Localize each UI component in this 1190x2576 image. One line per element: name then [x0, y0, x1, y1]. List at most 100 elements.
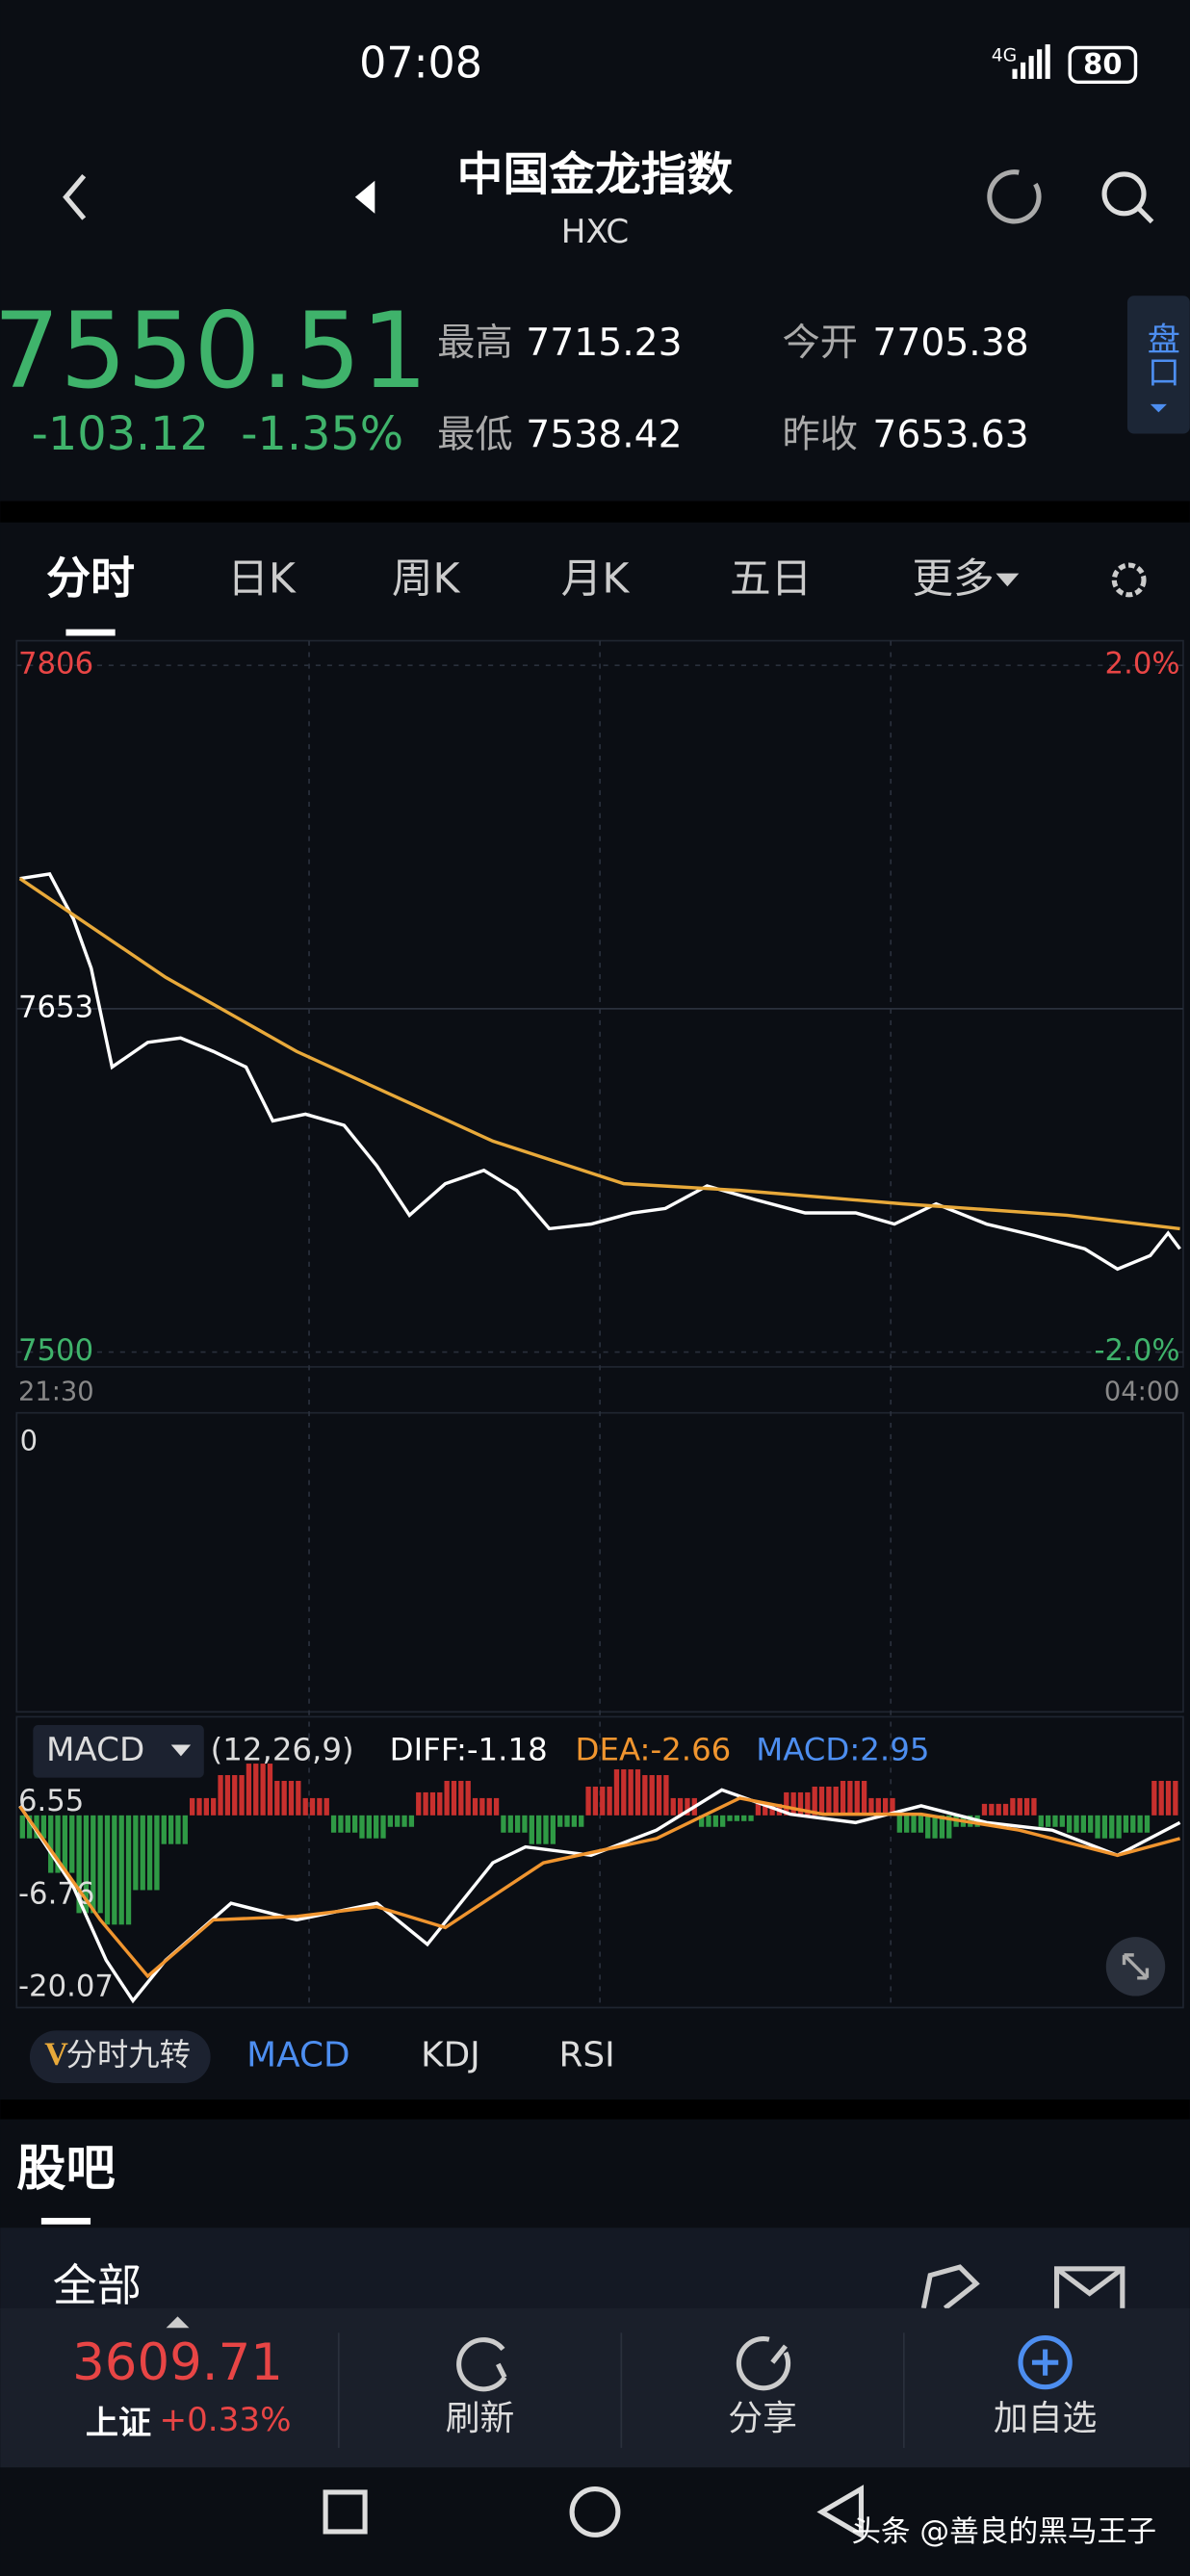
tab[interactable]: 月K [561, 555, 631, 604]
tab[interactable]: 日K [227, 555, 297, 604]
macd-bar [493, 1797, 500, 1816]
macd-bar [634, 1769, 641, 1816]
macd-tick-label: -20.07 [18, 1970, 114, 2004]
macd-bar [486, 1797, 492, 1816]
macd-bar [366, 1815, 372, 1839]
settings-button[interactable] [1111, 562, 1147, 598]
macd-bar [401, 1815, 407, 1827]
price: 7550.51 [0, 290, 427, 412]
macd-bar [628, 1769, 634, 1816]
back-button[interactable] [63, 173, 87, 220]
x-tick-label: 21:30 [18, 1378, 94, 1407]
macd-bar [175, 1815, 181, 1844]
macd-bar [1088, 1815, 1094, 1833]
compose-button[interactable] [920, 2264, 980, 2310]
macd-bar [1052, 1815, 1058, 1827]
macd-bar [727, 1815, 733, 1821]
macd-bar [1123, 1815, 1129, 1833]
action[interactable]: 刷新 [446, 2399, 515, 2438]
macd-bar [890, 1797, 895, 1816]
indicator-tab[interactable]: MACD [246, 2036, 349, 2075]
macd-tick-label: 6.55 [18, 1784, 84, 1818]
prev-button[interactable] [354, 180, 375, 214]
indicator-selector[interactable] [33, 1724, 204, 1778]
diff-label: DIFF:-1.18 [390, 1731, 548, 1767]
line-price [19, 872, 1181, 1272]
macd-bar [755, 1803, 762, 1816]
change: -103.12 [32, 408, 209, 461]
macd-bar [27, 1815, 33, 1839]
filter-bar [0, 2228, 1190, 2310]
macd-bar [564, 1815, 570, 1827]
search-button[interactable] [1101, 171, 1147, 217]
macd-bar [1095, 1815, 1100, 1839]
macd-bar [592, 1786, 599, 1816]
index-value: 3609.71 [72, 2333, 283, 2392]
macd-bar [748, 1815, 754, 1821]
nav-recent[interactable] [323, 2489, 368, 2535]
macd-bar [1038, 1815, 1044, 1827]
macd-bar [698, 1815, 705, 1827]
indicator-name: MACD [46, 1731, 144, 1769]
tab[interactable]: 更多 [912, 555, 994, 604]
indicator-tab[interactable]: RSI [558, 2036, 614, 2075]
message-flap [1055, 2266, 1125, 2297]
side-tab[interactable] [1126, 296, 1190, 434]
y2-tick-label: -2.0% [1094, 1333, 1179, 1368]
tab[interactable]: 周K [392, 555, 461, 604]
macd-bar [579, 1815, 584, 1827]
macd-bar [281, 1780, 287, 1816]
filter[interactable]: 全部 [53, 2259, 142, 2311]
macd-bar [458, 1780, 464, 1816]
macd-bar [1059, 1815, 1065, 1827]
macd-bar [1137, 1815, 1143, 1833]
macd-bar [133, 1815, 139, 1891]
macd-bar [918, 1815, 924, 1833]
macd-bar [818, 1786, 825, 1816]
macd-bar [535, 1815, 542, 1844]
macd-bar [437, 1791, 443, 1816]
indicator-tab[interactable]: 分时九转 [65, 2037, 191, 2074]
indicator-tab[interactable]: KDJ [421, 2036, 480, 2075]
macd-bar [543, 1815, 549, 1844]
line-average [18, 877, 1180, 1231]
macd-bar [1144, 1815, 1151, 1833]
v-icon: V [44, 2037, 68, 2073]
add-plus [1031, 2349, 1059, 2376]
macd-bar [161, 1815, 167, 1844]
macd-bar [826, 1786, 832, 1816]
macd-bar [507, 1815, 513, 1833]
tab-active[interactable]: 分时 [46, 553, 135, 605]
refresh-button[interactable] [987, 169, 1042, 224]
macd-bar [472, 1797, 479, 1816]
macd-bar [62, 1815, 68, 1873]
index-change: +0.33% [160, 2401, 292, 2439]
macd-bar [685, 1797, 690, 1816]
macd-bar [288, 1780, 295, 1816]
macd-bar [896, 1815, 902, 1833]
macd-bar [741, 1815, 747, 1821]
macd-bar [239, 1775, 245, 1816]
macd-bar [522, 1815, 528, 1833]
expand-arrow[interactable] [166, 2316, 190, 2329]
nav-home[interactable] [569, 2486, 621, 2537]
jiuzhuan-pill[interactable] [29, 2030, 211, 2084]
action[interactable]: 分享 [728, 2399, 797, 2438]
macd-bar [296, 1780, 301, 1816]
macd-bar [1074, 1815, 1079, 1833]
community-title: 股吧 [16, 2140, 115, 2198]
macd-bar [246, 1764, 252, 1816]
nav-back[interactable] [816, 2485, 865, 2539]
y-tick-label: 7653 [18, 990, 93, 1024]
macd-bar [939, 1815, 945, 1839]
macd-bar [663, 1775, 669, 1816]
y2-tick-label: 2.0% [1105, 647, 1180, 682]
macd-bar [309, 1797, 316, 1816]
macd-bar [1130, 1815, 1136, 1833]
stat-label: 最高 [437, 322, 513, 365]
macd-bar [720, 1815, 726, 1827]
macd-bar [670, 1797, 676, 1816]
tab[interactable]: 五日 [730, 555, 812, 604]
action[interactable]: 加自选 [994, 2399, 1097, 2438]
macd-bar [380, 1815, 386, 1839]
